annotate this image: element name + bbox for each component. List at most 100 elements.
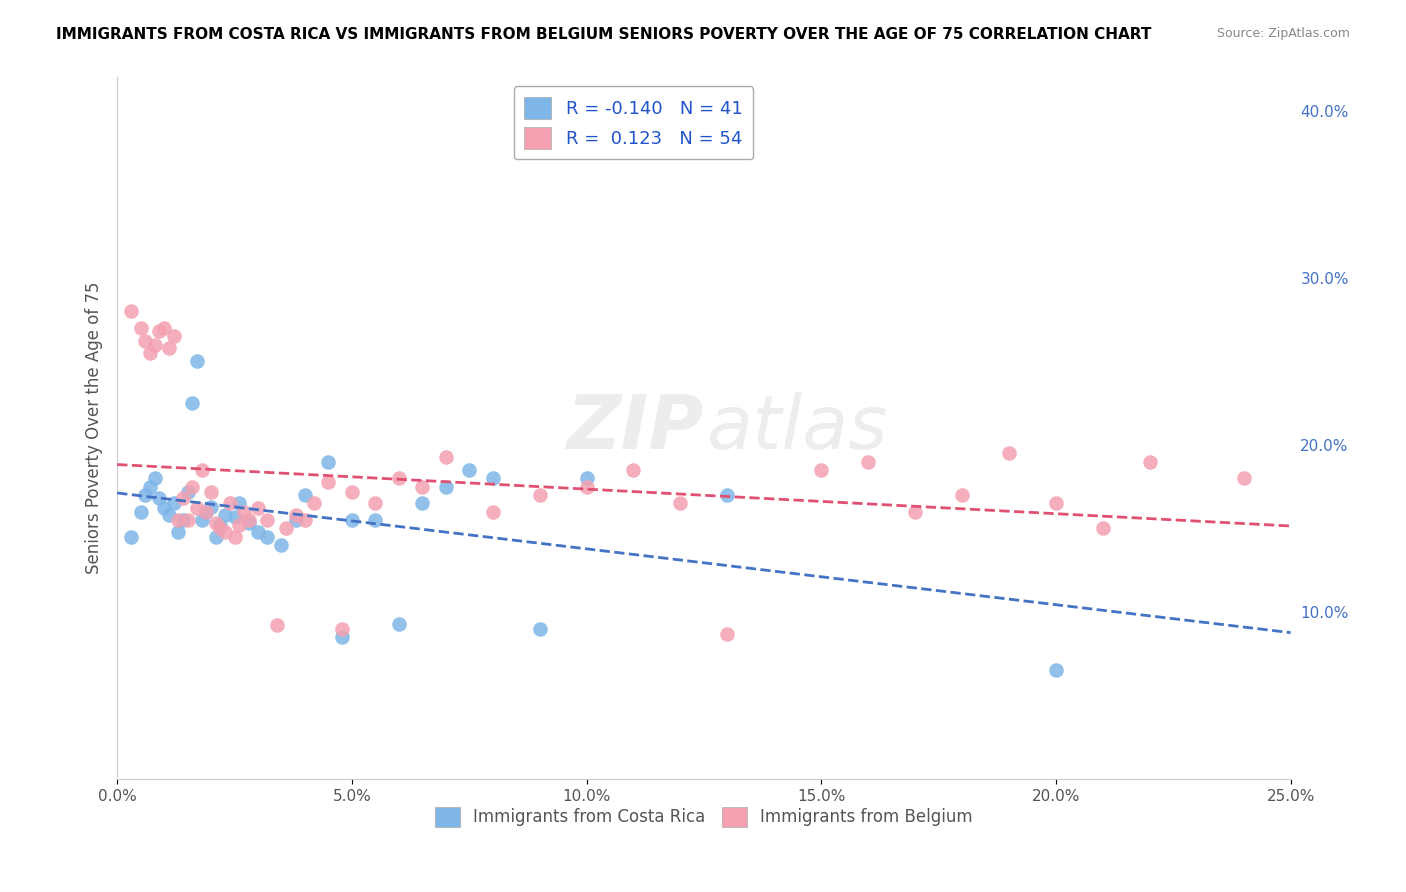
Point	[950, 488, 973, 502]
Point	[195, 505, 218, 519]
Text: IMMIGRANTS FROM COSTA RICA VS IMMIGRANTS FROM BELGIUM SENIORS POVERTY OVER THE A: IMMIGRANTS FROM COSTA RICA VS IMMIGRANTS…	[56, 27, 1152, 42]
Point	[246, 501, 269, 516]
Point	[172, 513, 194, 527]
Point	[340, 513, 363, 527]
Point	[332, 622, 354, 636]
Point	[246, 524, 269, 539]
Point	[810, 463, 832, 477]
Point	[256, 513, 278, 527]
Point	[209, 521, 232, 535]
Text: atlas: atlas	[707, 392, 889, 464]
Point	[256, 530, 278, 544]
Point	[294, 488, 316, 502]
Point	[143, 337, 166, 351]
Point	[200, 500, 222, 514]
Point	[143, 471, 166, 485]
Point	[186, 501, 208, 516]
Point	[340, 484, 363, 499]
Point	[120, 304, 142, 318]
Point	[388, 471, 411, 485]
Point	[856, 454, 879, 468]
Point	[224, 530, 246, 544]
Point	[388, 616, 411, 631]
Point	[575, 471, 598, 485]
Point	[228, 496, 250, 510]
Point	[318, 454, 340, 468]
Point	[1233, 471, 1256, 485]
Point	[364, 496, 387, 510]
Point	[529, 622, 551, 636]
Point	[434, 480, 457, 494]
Point	[148, 324, 170, 338]
Point	[214, 524, 236, 539]
Point	[224, 509, 246, 524]
Point	[266, 618, 288, 632]
Point	[204, 530, 226, 544]
Point	[172, 491, 194, 506]
Point	[176, 484, 198, 499]
Point	[190, 463, 212, 477]
Point	[318, 475, 340, 489]
Point	[481, 505, 503, 519]
Point	[153, 321, 176, 335]
Point	[134, 488, 156, 502]
Point	[270, 538, 292, 552]
Point	[1139, 454, 1161, 468]
Point	[139, 480, 162, 494]
Point	[129, 505, 152, 519]
Point	[181, 480, 204, 494]
Point	[411, 480, 433, 494]
Point	[623, 463, 645, 477]
Point	[284, 513, 307, 527]
Text: ZIP: ZIP	[567, 392, 704, 465]
Point	[129, 321, 152, 335]
Point	[176, 513, 198, 527]
Point	[232, 505, 254, 519]
Point	[904, 505, 927, 519]
Point	[998, 446, 1021, 460]
Point	[304, 496, 326, 510]
Point	[218, 496, 240, 510]
Point	[167, 524, 190, 539]
Point	[238, 516, 260, 531]
Point	[139, 346, 162, 360]
Point	[1045, 664, 1067, 678]
Point	[204, 516, 226, 531]
Point	[228, 518, 250, 533]
Point	[190, 513, 212, 527]
Point	[332, 630, 354, 644]
Point	[162, 329, 184, 343]
Point	[157, 508, 180, 522]
Point	[186, 354, 208, 368]
Point	[1091, 521, 1114, 535]
Point	[120, 530, 142, 544]
Point	[716, 488, 738, 502]
Legend: Immigrants from Costa Rica, Immigrants from Belgium: Immigrants from Costa Rica, Immigrants f…	[427, 800, 980, 834]
Point	[669, 496, 692, 510]
Point	[458, 463, 481, 477]
Point	[238, 513, 260, 527]
Point	[716, 626, 738, 640]
Point	[294, 513, 316, 527]
Point	[167, 513, 190, 527]
Point	[214, 508, 236, 522]
Point	[148, 491, 170, 506]
Point	[181, 396, 204, 410]
Point	[411, 496, 433, 510]
Point	[157, 341, 180, 355]
Point	[434, 450, 457, 464]
Point	[134, 334, 156, 349]
Point	[529, 488, 551, 502]
Point	[153, 501, 176, 516]
Point	[209, 518, 232, 533]
Point	[364, 513, 387, 527]
Point	[276, 521, 298, 535]
Point	[1045, 496, 1067, 510]
Point	[284, 508, 307, 522]
Point	[481, 471, 503, 485]
Y-axis label: Seniors Poverty Over the Age of 75: Seniors Poverty Over the Age of 75	[86, 282, 103, 574]
Point	[195, 505, 218, 519]
Point	[162, 496, 184, 510]
Point	[575, 480, 598, 494]
Point	[200, 484, 222, 499]
